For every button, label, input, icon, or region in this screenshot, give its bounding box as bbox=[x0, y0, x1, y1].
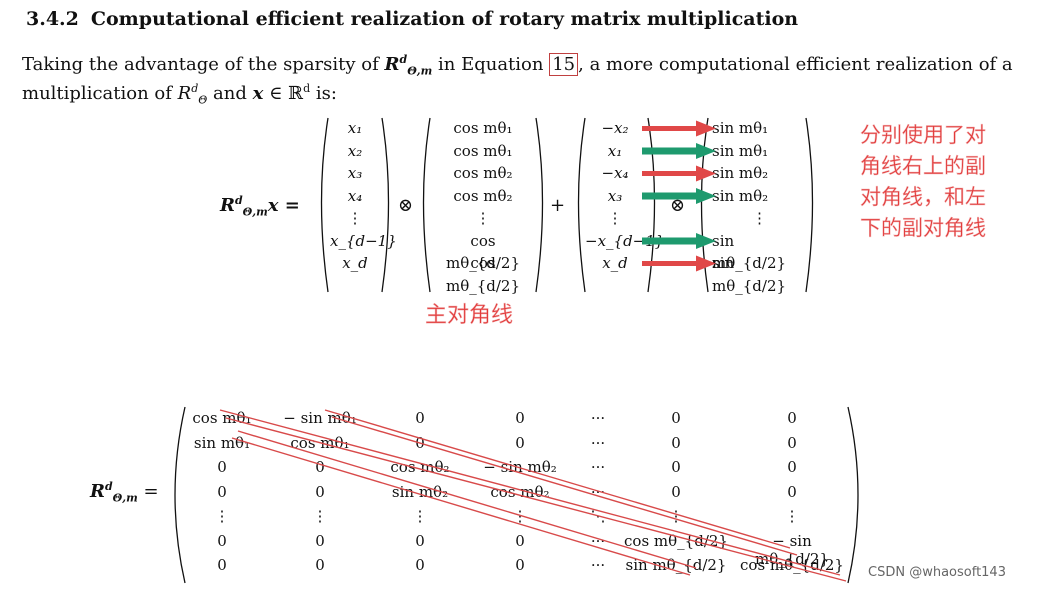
real-space-symbol: ∈ ℝd bbox=[269, 82, 311, 104]
right-paren bbox=[647, 117, 656, 293]
green-arrow-head bbox=[696, 233, 716, 249]
matrix-cell: cos mθ₂ bbox=[490, 482, 550, 501]
matrix-cell: − sin mθ_{d/2} bbox=[754, 531, 830, 568]
side-diagonal-annotation: 分别使用了对 角线右上的副 对角线，和左 下的副对角线 bbox=[860, 123, 987, 241]
matrix-cell: 0 bbox=[787, 433, 797, 452]
matrix-cell: 0 bbox=[217, 458, 227, 476]
lower-diagonal-line bbox=[231, 437, 691, 576]
para-text: , a more computational efficient realiza… bbox=[578, 54, 1013, 75]
matrix-cell: 0 bbox=[515, 556, 525, 574]
matrix-cell: 0 bbox=[515, 409, 525, 427]
plus-operator: + bbox=[550, 195, 566, 216]
matrix-right-paren bbox=[847, 406, 859, 584]
matrix-lhs: RdΘ,m = bbox=[90, 480, 159, 505]
neg-x-column: −x₂ x₁ −x₄ x₃ ⋮ −x_{d−1} x_d bbox=[585, 119, 665, 272]
matrix-cell: sin mθ₁ bbox=[193, 433, 251, 452]
matrix-cell: 0 bbox=[671, 482, 681, 501]
matrix-cell: 0 bbox=[671, 433, 681, 452]
red-arrow-head bbox=[696, 255, 716, 272]
matrix-cell: 0 bbox=[671, 409, 681, 427]
matrix-cell: sin mθ₂ bbox=[391, 482, 449, 501]
matrix-cell: ··· bbox=[590, 531, 606, 550]
matrix-cell: 0 bbox=[315, 531, 325, 550]
matrix-cell: 0 bbox=[415, 531, 425, 550]
matrix-cell: ⋮ bbox=[784, 507, 800, 525]
watermark: CSDN @whaosoft143 bbox=[868, 565, 1006, 580]
left-paren bbox=[422, 117, 431, 293]
matrix-cell: 0 bbox=[415, 556, 425, 574]
matrix-cell: ⋮ bbox=[412, 507, 428, 525]
matrix-cell: 0 bbox=[217, 482, 227, 501]
matrix-cell: 0 bbox=[787, 458, 797, 476]
main-diagonal-annotation: 主对角线 bbox=[425, 303, 514, 329]
matrix-cell: 0 bbox=[787, 482, 797, 501]
right-paren bbox=[381, 117, 390, 293]
hadamard-operator-2: ⊗ bbox=[670, 195, 686, 216]
matrix-cell: 0 bbox=[671, 458, 681, 476]
matrix-cell: cos mθ₂ bbox=[390, 458, 450, 476]
left-paren bbox=[320, 117, 329, 293]
green-arrow-head bbox=[696, 143, 716, 159]
matrix-cell: ··· bbox=[590, 556, 606, 574]
matrix-cell: ··· bbox=[590, 433, 606, 452]
rotation-matrix-symbol: RdΘ,m bbox=[384, 53, 433, 78]
matrix-left-paren bbox=[174, 406, 186, 584]
matrix-cell: 0 bbox=[315, 458, 325, 476]
para-text: multiplication of bbox=[22, 83, 172, 104]
para-text: in Equation bbox=[438, 54, 544, 75]
matrix-cell: 0 bbox=[315, 556, 325, 574]
section-number: 3.4.2 bbox=[26, 8, 79, 30]
red-arrow-head bbox=[696, 120, 716, 137]
paragraph-line-1: Taking the advantage of the sparsity of … bbox=[22, 53, 1013, 78]
rotation-matrix-symbol: RdΘ bbox=[177, 82, 208, 107]
matrix-cell: ⋮ bbox=[214, 507, 230, 525]
section-heading: 3.4.2 Computational efficient realization… bbox=[26, 8, 798, 30]
matrix-cell: 0 bbox=[515, 531, 525, 550]
matrix-cell: ··· bbox=[590, 409, 606, 427]
matrix-cell: sin mθ_{d/2} bbox=[625, 556, 727, 574]
cos-column: cos mθ₁ cos mθ₁ cos mθ₂ cos mθ₂ ⋮ cos mθ_{d/2… bbox=[445, 119, 521, 295]
right-paren bbox=[805, 117, 814, 293]
hadamard-operator: ⊗ bbox=[398, 195, 414, 216]
section-title: Computational efficient realization of r… bbox=[90, 8, 799, 30]
main-diagonal-line bbox=[219, 409, 841, 576]
paragraph-line-2: multiplication of RdΘ and x ∈ ℝd is: bbox=[22, 82, 337, 107]
para-text: and bbox=[213, 83, 247, 104]
matrix-cell: 0 bbox=[415, 409, 425, 427]
sin-column: sin mθ₁ sin mθ₁ sin mθ₂ sin mθ₂ ⋮ sin mθ_{d/2… bbox=[712, 119, 787, 295]
vector-x-symbol: x bbox=[252, 83, 264, 104]
matrix-cell: 0 bbox=[787, 409, 797, 427]
left-paren bbox=[700, 117, 709, 293]
green-arrow-head bbox=[696, 188, 716, 204]
left-paren bbox=[577, 117, 586, 293]
matrix-cell: 0 bbox=[217, 556, 227, 574]
matrix-cell: ··· bbox=[590, 458, 606, 476]
para-text: is: bbox=[315, 83, 337, 104]
upper-diagonal-line bbox=[324, 409, 791, 549]
matrix-cell: ⋮ bbox=[312, 507, 328, 525]
upper-diagonal-line bbox=[331, 416, 798, 556]
main-diagonal-line bbox=[225, 417, 847, 582]
matrix-cell: 0 bbox=[515, 433, 525, 452]
right-paren bbox=[535, 117, 544, 293]
matrix-cell: 0 bbox=[315, 482, 325, 501]
matrix-cell: cos mθ₁ bbox=[192, 409, 252, 427]
equation-lhs: RdΘ,mx = bbox=[220, 194, 300, 219]
lower-diagonal-line bbox=[237, 430, 697, 569]
red-arrow-head bbox=[696, 165, 716, 182]
para-text: Taking the advantage of the sparsity of bbox=[22, 54, 379, 75]
equation-ref-link[interactable]: 15 bbox=[549, 53, 579, 76]
matrix-cell: 0 bbox=[217, 531, 227, 550]
matrix-cell: cos mθ_{d/2} bbox=[624, 531, 728, 550]
